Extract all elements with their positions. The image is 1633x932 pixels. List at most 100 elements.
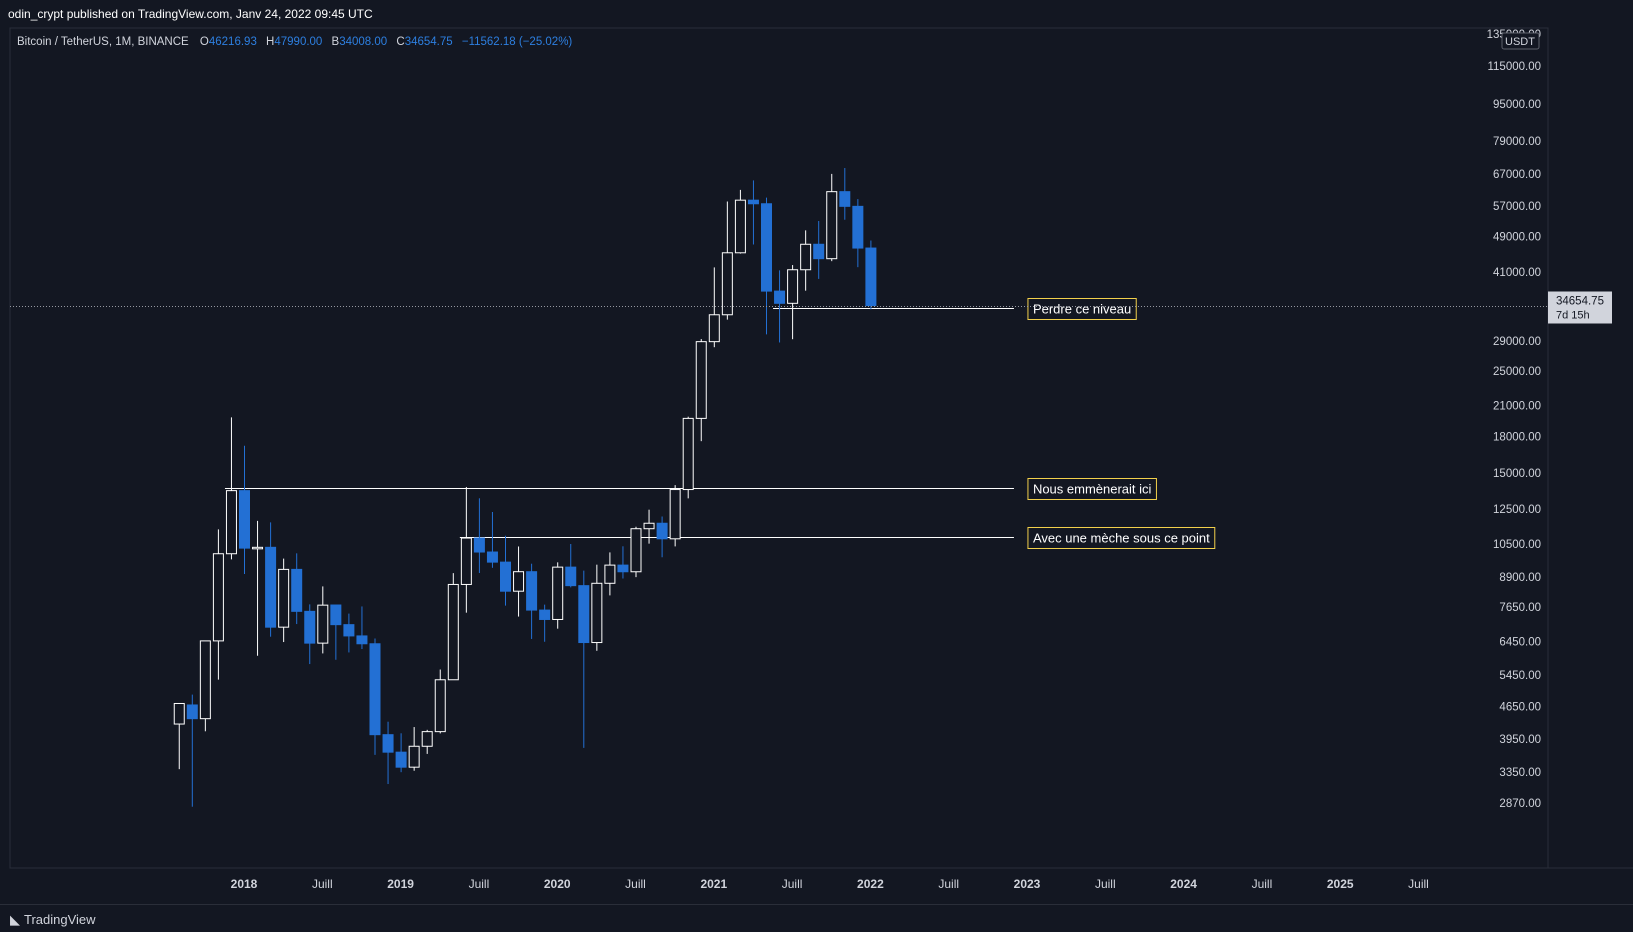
time-tick-label: Juill <box>1252 877 1273 891</box>
time-axis[interactable]: 2018 Juill 2019 Juill 2020 Juill 2021 Juill 2022… <box>231 877 1429 891</box>
tradingview-icon: ◣ <box>10 912 20 927</box>
candle <box>513 546 525 617</box>
chart[interactable]: Bitcoin / TetherUS, 1M, BINANCE O46216.9… <box>0 0 1633 904</box>
candle-body-bull <box>408 745 420 768</box>
candle-body-bull <box>708 314 720 343</box>
candle <box>395 733 407 773</box>
candle <box>343 613 355 653</box>
candle-body-bear <box>539 609 551 620</box>
price-tick-label: 115000.00 <box>1487 61 1541 73</box>
level-annotation-text: Avec une mèche sous ce point <box>1033 531 1210 546</box>
candle-body-bull <box>460 537 472 585</box>
price-tick-label: 12500.00 <box>1493 504 1541 516</box>
candle-body-bull <box>173 702 185 725</box>
time-tick-label: 2020 <box>544 877 571 891</box>
candle <box>173 702 185 770</box>
candle-body-bear <box>343 624 355 637</box>
candle-body-bull <box>252 546 264 550</box>
last-price-value: 34654.75 <box>1556 296 1604 308</box>
time-tick-label: Juill <box>625 877 646 891</box>
candles <box>173 168 877 807</box>
candle <box>486 511 498 568</box>
price-axis[interactable]: 135000.00115000.0095000.0079000.0067000.… <box>1487 29 1541 810</box>
candle <box>186 694 198 807</box>
publish-header: odin_crypt published on TradingView.com,… <box>0 0 1633 28</box>
candle <box>330 604 342 660</box>
candle <box>526 563 538 639</box>
candle <box>212 529 224 680</box>
level-annotation[interactable]: Nous emmènerait ici <box>1027 478 1157 500</box>
candle <box>695 339 707 442</box>
candle-body-bull <box>513 571 525 592</box>
candle <box>265 522 277 637</box>
price-tick-label: 5450.00 <box>1499 670 1541 682</box>
candle-body-bear <box>617 564 629 573</box>
price-tick-label: 79000.00 <box>1493 136 1541 148</box>
tradingview-logo-text: TradingView <box>24 912 96 927</box>
candle-body-bear <box>369 643 381 736</box>
legend-c-value: 34654.75 <box>405 36 453 48</box>
candle-body-bull <box>421 731 433 747</box>
price-tick-label: 3350.00 <box>1499 767 1541 779</box>
price-tick-label: 95000.00 <box>1493 99 1541 111</box>
legend-c-label: C <box>396 36 404 48</box>
level-annotation-text: Perdre ce niveau <box>1033 302 1131 317</box>
candle-body-bull <box>682 417 694 491</box>
candle <box>199 640 211 732</box>
candle-body-bear <box>356 635 368 645</box>
chart-frame <box>9 27 1549 869</box>
horizontal-levels: Perdre ce niveau Nous emmènerait ici Avec … <box>224 298 1216 549</box>
candle <box>278 558 290 643</box>
candle <box>787 265 799 340</box>
candle-body-bull <box>212 553 224 642</box>
candle <box>252 520 264 656</box>
tradingview-logo[interactable]: ◣ TradingView <box>10 912 96 928</box>
candle <box>591 564 603 651</box>
candle <box>617 546 629 579</box>
candle <box>552 562 564 629</box>
price-tick-label: 8900.00 <box>1499 572 1541 584</box>
candle-body-bull <box>447 583 459 681</box>
level-annotation-box <box>1027 527 1216 549</box>
candle-body-bull <box>643 522 655 530</box>
candle-body-bear <box>239 490 250 549</box>
currency-badge[interactable]: USDT <box>1501 32 1540 50</box>
last-price-line: 34654.75 7d 15h <box>10 291 1612 324</box>
level-annotation-box <box>1027 478 1157 500</box>
candle-body-bull <box>630 528 642 573</box>
price-tick-label: 18000.00 <box>1493 431 1541 443</box>
candle <box>225 417 237 560</box>
candle-body-bear <box>395 751 407 768</box>
candle-body-bull <box>199 640 211 720</box>
candle <box>839 168 851 220</box>
price-tick-label: 10500.00 <box>1493 539 1541 551</box>
candle-body-bull <box>552 566 564 620</box>
level-annotation[interactable]: Avec une mèche sous ce point <box>1027 527 1216 549</box>
candle <box>604 552 616 596</box>
time-tick-label: 2018 <box>231 877 258 891</box>
level-annotation[interactable]: Perdre ce niveau <box>1027 298 1137 320</box>
legend-h-label: H <box>266 36 274 48</box>
last-price-badge[interactable]: 34654.75 7d 15h <box>1548 291 1612 324</box>
chart-legend: Bitcoin / TetherUS, 1M, BINANCE O46216.9… <box>17 36 572 48</box>
candle <box>643 509 655 544</box>
price-tick-label: 57000.00 <box>1493 201 1541 213</box>
time-tick-label: 2022 <box>857 877 884 891</box>
price-tick-label: 41000.00 <box>1493 267 1541 279</box>
legend-b-label: B <box>332 36 340 48</box>
candle-body-bear <box>839 191 851 207</box>
candle <box>826 173 838 262</box>
candle-body-bull <box>721 252 733 316</box>
candle <box>721 201 733 320</box>
candle <box>669 485 681 547</box>
legend-o-label: O <box>200 36 209 48</box>
candle <box>565 543 577 588</box>
time-tick-label: Juill <box>1408 877 1429 891</box>
time-tick-label: 2019 <box>387 877 414 891</box>
candle <box>656 516 668 558</box>
time-tick-label: Juill <box>469 877 490 891</box>
candle <box>578 570 590 748</box>
candle-body-bear <box>500 561 511 592</box>
legend-symbol: Bitcoin / TetherUS, 1M, BINANCE <box>17 36 189 48</box>
legend-h-value: 47990.00 <box>274 36 322 48</box>
